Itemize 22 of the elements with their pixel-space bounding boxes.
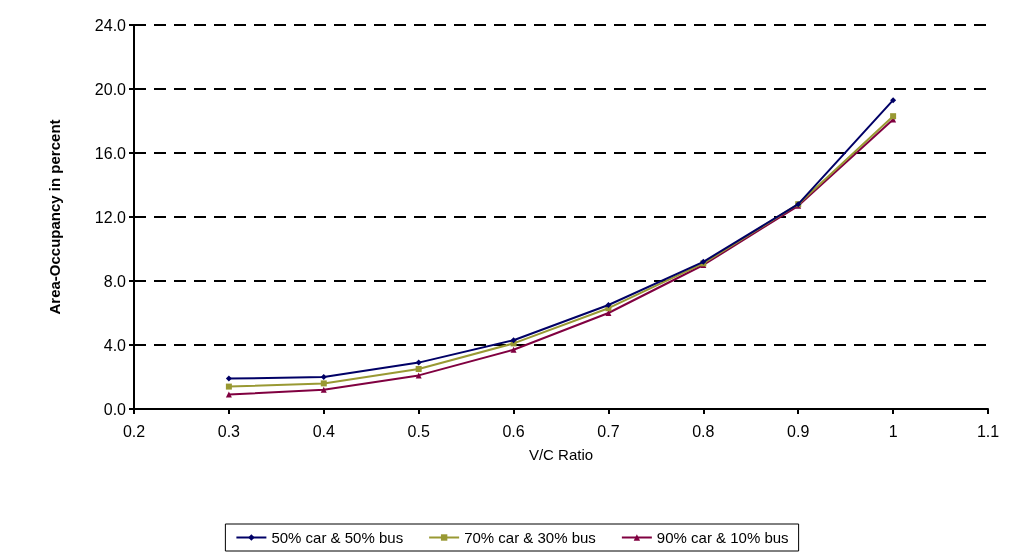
y-tick-label: 0.0 — [103, 400, 127, 418]
y-tick-label: 8.0 — [103, 272, 127, 290]
x-tick-label: 0.5 — [407, 422, 430, 440]
x-tick-label: 0.6 — [502, 422, 525, 440]
y-axis-title: Area-Occupancy in percent — [46, 119, 63, 315]
x-tick-label: 1 — [888, 422, 898, 440]
x-tick-label: 0.3 — [217, 422, 241, 440]
y-tick-label: 20.0 — [94, 80, 127, 98]
y-tick-label: 4.0 — [103, 336, 127, 354]
x-tick-label: 0.9 — [787, 422, 810, 440]
x-tick-label: 0.8 — [692, 422, 715, 440]
x-axis-title: V/C Ratio — [528, 446, 594, 463]
x-tick-label: 0.4 — [312, 422, 335, 440]
y-tick-label: 12.0 — [94, 208, 127, 226]
y-tick-label: 24.0 — [94, 16, 127, 34]
x-tick-label: 0.2 — [122, 422, 146, 440]
legend-label: 70% car & 30% bus — [464, 529, 596, 546]
x-tick-label: 1.1 — [976, 422, 1000, 440]
x-tick-label: 0.7 — [597, 422, 620, 440]
legend-label: 50% car & 50% bus — [271, 529, 404, 546]
y-tick-label: 16.0 — [94, 144, 127, 162]
legend-label: 90% car & 10% bus — [656, 529, 789, 546]
